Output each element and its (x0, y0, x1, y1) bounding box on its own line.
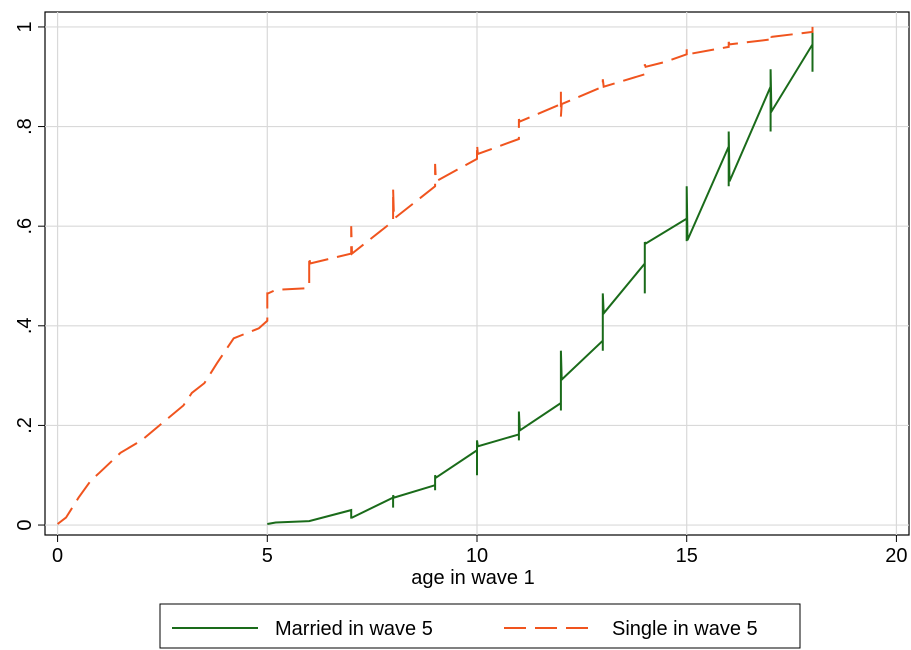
legend-label-married: Married in wave 5 (275, 618, 433, 640)
legend: Married in wave 5 Single in wave 5 (159, 603, 801, 649)
y-tick-label-0: 0 (14, 519, 36, 530)
y-tick-label-1: .2 (14, 417, 36, 434)
x-tick-label-3: 15 (676, 545, 698, 567)
y-tick-label-3: .6 (14, 218, 36, 235)
legend-box (159, 603, 801, 649)
y-tick-label-5: 1 (14, 21, 36, 32)
x-tick-label-1: 5 (262, 545, 273, 567)
legend-label-single: Single in wave 5 (612, 618, 758, 640)
grid (45, 12, 909, 535)
y-tick-label-2: .4 (14, 317, 36, 334)
x-tick-label-4: 20 (885, 545, 907, 567)
series-lines (56, 26, 814, 525)
x-axis-title: age in wave 1 (411, 567, 534, 589)
x-tick-label-2: 10 (466, 545, 488, 567)
series-line-0 (267, 29, 814, 525)
series-line-1 (56, 26, 814, 525)
x-tick-label-0: 0 (52, 545, 63, 567)
axes: 0 5 10 15 20 0 .2 .4 .6 .8 1 (14, 21, 908, 567)
y-tick-label-4: .8 (14, 118, 36, 135)
